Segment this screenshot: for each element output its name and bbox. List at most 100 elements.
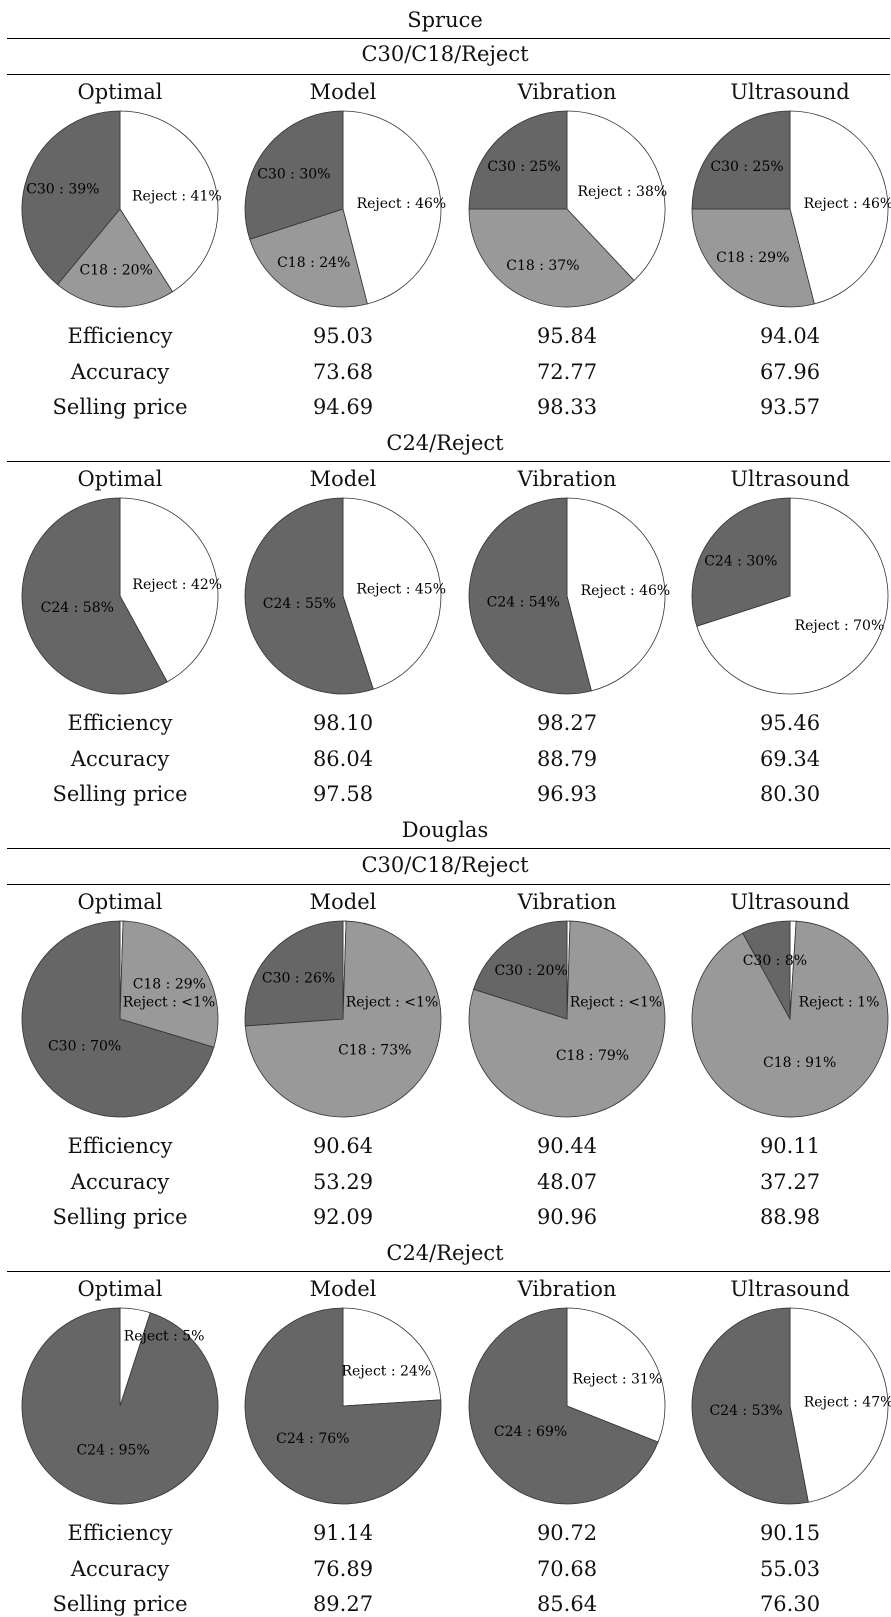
metric-value: 86.04	[312, 747, 374, 771]
metric-value: 48.07	[536, 1170, 598, 1194]
method-header-optimal: Optimal	[77, 890, 163, 914]
metric-label: Selling price	[52, 1592, 188, 1616]
slice-label: C18 : 29%	[133, 977, 206, 993]
slice-label: C30 : 8%	[743, 953, 807, 969]
metric-label: Efficiency	[67, 1134, 173, 1158]
slice-label: Reject : 31%	[572, 1371, 662, 1387]
group-title: C24/Reject	[386, 431, 504, 455]
pie-chart: Reject : 45% C24 : 55%	[244, 497, 446, 695]
pie-slice	[21, 920, 215, 1118]
pie-slice	[342, 1307, 442, 1407]
pie-slice	[691, 1307, 809, 1505]
metric-value: 88.98	[759, 1205, 821, 1229]
group-rule	[7, 884, 890, 885]
slice-label: Reject : 42%	[132, 577, 222, 593]
pie-chart: Reject : <1%C18 : 29% C30 : 70%	[21, 920, 219, 1118]
pie-slice	[21, 497, 168, 695]
metric-value: 72.77	[536, 360, 598, 384]
pie-slice	[342, 110, 442, 305]
group-rule	[7, 1271, 890, 1272]
slice-label: C24 : 54%	[487, 595, 560, 611]
slice-label: C18 : 91%	[763, 1055, 836, 1071]
metric-value: 92.09	[312, 1205, 374, 1229]
method-header-vibration: Vibration	[517, 80, 617, 104]
pie-chart: Reject : 38% C18 : 37% C30 : 25%	[468, 110, 667, 308]
metric-value: 37.27	[759, 1170, 821, 1194]
method-header-optimal: Optimal	[77, 80, 163, 104]
metric-value: 76.89	[312, 1557, 374, 1581]
method-header-ultrasound: Ultrasound	[730, 467, 850, 491]
metric-label: Accuracy	[70, 747, 170, 771]
method-header-ultrasound: Ultrasound	[730, 1277, 850, 1301]
method-header-optimal: Optimal	[77, 1277, 163, 1301]
metric-label: Accuracy	[70, 1557, 170, 1581]
slice-label: C18 : 73%	[338, 1043, 411, 1059]
slice-label: C24 : 95%	[76, 1443, 149, 1459]
slice-label: C24 : 69%	[494, 1424, 567, 1440]
group-title: C24/Reject	[386, 1241, 504, 1265]
pie-chart: Reject : 70% C24 : 30%	[691, 497, 889, 695]
pie-chart: Reject : 41% C18 : 20% C30 : 39%	[21, 110, 222, 308]
pie-chart: Reject : 46% C18 : 29% C30 : 25%	[691, 110, 891, 308]
method-header-ultrasound: Ultrasound	[730, 80, 850, 104]
method-header-model: Model	[309, 80, 377, 104]
pie-slice	[119, 110, 219, 293]
pie-slice	[249, 208, 368, 308]
metric-label: Selling price	[52, 1205, 188, 1229]
metric-value: 98.10	[312, 711, 374, 735]
slice-label: C18 : 24%	[277, 255, 350, 271]
metric-value: 85.64	[536, 1592, 598, 1616]
slice-label: C24 : 53%	[709, 1403, 782, 1419]
metric-value: 76.30	[759, 1592, 821, 1616]
metric-value: 67.96	[759, 360, 821, 384]
metric-value: 95.03	[312, 324, 374, 348]
slice-label: Reject : 45%	[356, 581, 446, 597]
metric-value: 91.14	[312, 1521, 374, 1545]
metric-value: 90.11	[759, 1134, 821, 1158]
slice-label: Reject : 5%	[124, 1328, 205, 1344]
metric-value: 95.84	[536, 324, 598, 348]
slice-label: Reject : 70%	[795, 618, 885, 634]
pie-slice	[244, 920, 344, 1027]
slice-label: Reject : 46%	[804, 196, 891, 212]
method-header-vibration: Vibration	[517, 1277, 617, 1301]
pie-chart: Reject : 47% C24 : 53%	[691, 1307, 891, 1505]
pie-chart: Reject : 42% C24 : 58%	[21, 497, 222, 695]
group-rule	[7, 461, 890, 462]
slice-label: C30 : 39%	[26, 181, 99, 197]
pie-slice	[691, 497, 791, 627]
metric-value: 80.30	[759, 782, 821, 806]
method-header-model: Model	[309, 1277, 377, 1301]
metric-value: 98.33	[536, 395, 598, 419]
pie-slice	[244, 1307, 442, 1505]
pie-slice	[244, 497, 374, 695]
species-rule	[7, 848, 890, 849]
pie-slice	[789, 110, 889, 305]
species-title-spruce: Spruce	[407, 8, 483, 32]
slice-label: Reject : 46%	[357, 196, 447, 212]
pie-chart: Reject : <1% C18 : 73% C30 : 26%	[244, 920, 442, 1118]
pie-chart: Reject : 31% C24 : 69%	[468, 1307, 666, 1505]
pie-slice	[742, 920, 791, 1020]
metric-label: Selling price	[52, 395, 188, 419]
slice-label: Reject : 41%	[132, 188, 222, 204]
slice-label: C18 : 29%	[716, 250, 789, 266]
pie-slice	[119, 497, 219, 683]
metric-value: 93.57	[759, 395, 821, 419]
slice-label: Reject : <1%	[346, 994, 438, 1010]
slice-label: Reject : <1%	[570, 994, 662, 1010]
metric-value: 90.72	[536, 1521, 598, 1545]
metric-label: Efficiency	[67, 324, 173, 348]
pie-chart: Reject : <1% C18 : 79% C30 : 20%	[468, 920, 666, 1118]
metric-value: 69.34	[759, 747, 821, 771]
group-rule	[7, 74, 890, 75]
metric-label: Selling price	[52, 782, 188, 806]
species-title-douglas: Douglas	[401, 818, 489, 842]
pie-slice	[119, 920, 219, 1048]
pie-chart: Reject : 46% C18 : 24% C30 : 30%	[244, 110, 446, 308]
method-header-model: Model	[309, 890, 377, 914]
method-header-vibration: Vibration	[517, 890, 617, 914]
metric-value: 73.68	[312, 360, 374, 384]
pie-slice	[473, 920, 568, 1020]
slice-label: C18 : 37%	[506, 258, 579, 274]
